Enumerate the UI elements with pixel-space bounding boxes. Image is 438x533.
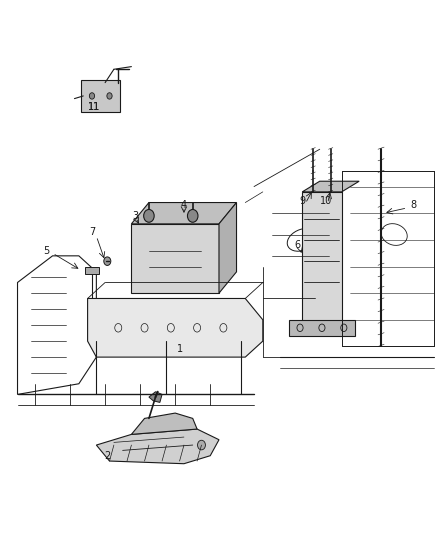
Circle shape <box>104 257 111 265</box>
Text: 10: 10 <box>320 197 332 206</box>
Polygon shape <box>131 413 197 434</box>
Circle shape <box>107 93 112 99</box>
Text: 11: 11 <box>88 102 100 111</box>
Circle shape <box>89 93 95 99</box>
Text: 1: 1 <box>177 344 183 354</box>
Polygon shape <box>289 320 355 336</box>
Circle shape <box>198 440 205 450</box>
Text: 5: 5 <box>43 246 49 255</box>
Circle shape <box>187 209 198 222</box>
Text: 8: 8 <box>411 200 417 210</box>
Text: 7: 7 <box>89 227 95 237</box>
Circle shape <box>144 209 154 222</box>
Text: 3: 3 <box>133 211 139 221</box>
Polygon shape <box>149 392 162 402</box>
Text: 2: 2 <box>104 451 110 461</box>
Polygon shape <box>96 429 219 464</box>
Polygon shape <box>302 192 342 322</box>
Text: 9: 9 <box>299 197 305 206</box>
FancyBboxPatch shape <box>81 80 120 112</box>
FancyBboxPatch shape <box>131 224 219 293</box>
Polygon shape <box>85 266 99 274</box>
Text: 6: 6 <box>295 240 301 250</box>
Text: 11: 11 <box>88 102 100 111</box>
Polygon shape <box>88 298 263 357</box>
Polygon shape <box>302 181 359 192</box>
Polygon shape <box>131 203 237 224</box>
Polygon shape <box>219 203 237 293</box>
Text: 4: 4 <box>181 200 187 210</box>
